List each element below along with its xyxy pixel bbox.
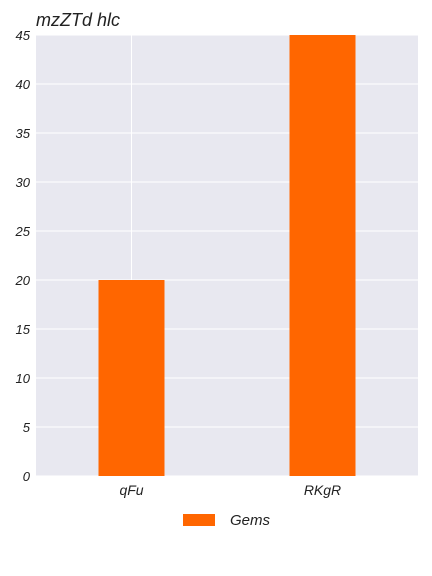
- legend: Gems: [183, 510, 270, 530]
- y-tick-label: 45: [16, 28, 31, 43]
- y-tick-label: 0: [23, 469, 31, 484]
- legend-swatch-gems: [183, 514, 215, 526]
- x-tick-label: RKgR: [304, 482, 341, 498]
- y-tick-label: 20: [15, 273, 31, 288]
- bars: [98, 35, 356, 476]
- bar-qFu: [98, 280, 165, 476]
- y-tick-label: 40: [16, 77, 31, 92]
- chart-title: mzZTd hlc: [36, 10, 121, 30]
- y-tick-label: 10: [16, 371, 31, 386]
- y-tick-label: 15: [16, 322, 31, 337]
- x-axis-ticks: qFu RKgR: [119, 482, 341, 498]
- y-tick-label: 30: [16, 175, 31, 190]
- x-tick-label: qFu: [119, 482, 143, 498]
- y-tick-label: 35: [16, 126, 31, 141]
- y-tick-label: 5: [23, 420, 31, 435]
- y-tick-label: 25: [15, 224, 31, 239]
- y-axis-ticks: 0 5 10 15 20 25 30 35 40 45: [15, 28, 31, 484]
- plot-area: [36, 35, 418, 476]
- bar-RKgR: [289, 35, 356, 476]
- legend-label-gems: Gems: [230, 511, 271, 529]
